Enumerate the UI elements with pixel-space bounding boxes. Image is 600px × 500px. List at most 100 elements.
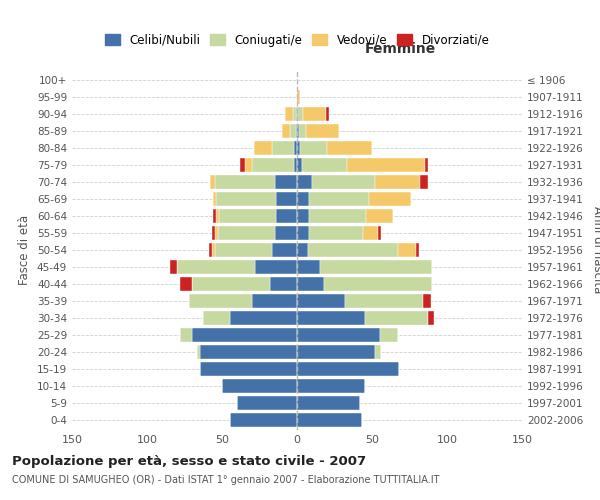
Bar	[189, 294, 252, 308]
Bar	[425, 158, 427, 172]
Bar	[285, 108, 293, 121]
Bar	[180, 277, 192, 291]
Bar	[229, 311, 297, 324]
Bar	[271, 243, 297, 257]
Bar	[297, 192, 309, 206]
Bar	[252, 294, 297, 308]
Bar	[375, 345, 381, 358]
Bar	[216, 209, 219, 223]
Bar	[297, 294, 345, 308]
Bar	[308, 243, 398, 257]
Bar	[271, 142, 294, 155]
Bar	[297, 243, 308, 257]
Bar	[300, 142, 327, 155]
Bar	[180, 328, 192, 342]
Bar	[297, 345, 375, 358]
Bar	[415, 243, 419, 257]
Bar	[378, 226, 381, 240]
Bar	[240, 158, 245, 172]
Bar	[297, 311, 365, 324]
Bar	[296, 108, 297, 121]
Bar	[369, 192, 411, 206]
Bar	[324, 277, 432, 291]
Bar	[427, 311, 433, 324]
Bar	[303, 108, 325, 121]
Bar	[177, 260, 255, 274]
Bar	[366, 209, 393, 223]
Bar	[297, 413, 361, 426]
Bar	[309, 226, 363, 240]
Bar	[297, 362, 399, 376]
Bar	[294, 158, 297, 172]
Bar	[297, 277, 324, 291]
Bar	[222, 379, 297, 392]
Bar	[213, 192, 216, 206]
Bar	[199, 362, 297, 376]
Bar	[309, 192, 369, 206]
Bar	[312, 176, 375, 189]
Bar	[229, 413, 297, 426]
Bar	[212, 226, 215, 240]
Bar	[365, 311, 427, 324]
Bar	[197, 345, 199, 358]
Bar	[199, 345, 297, 358]
Bar	[213, 209, 216, 223]
Bar	[219, 209, 276, 223]
Legend: Celibi/Nubili, Coniugati/e, Vedovi/e, Divorziati/e: Celibi/Nubili, Coniugati/e, Vedovi/e, Di…	[100, 29, 494, 52]
Bar	[297, 142, 300, 155]
Bar	[255, 260, 297, 274]
Bar	[297, 328, 380, 342]
Bar	[375, 176, 420, 189]
Bar	[297, 379, 365, 392]
Bar	[170, 260, 177, 274]
Bar	[210, 176, 215, 189]
Bar	[345, 294, 423, 308]
Y-axis label: Anni di nascita: Anni di nascita	[590, 206, 600, 294]
Bar	[215, 226, 218, 240]
Bar	[297, 158, 302, 172]
Text: Popolazione per età, sesso e stato civile - 2007: Popolazione per età, sesso e stato civil…	[12, 455, 366, 468]
Bar	[275, 176, 297, 189]
Bar	[297, 396, 360, 409]
Bar	[192, 328, 297, 342]
Bar	[297, 176, 312, 189]
Bar	[282, 124, 290, 138]
Bar	[215, 176, 275, 189]
Bar	[363, 226, 378, 240]
Bar	[296, 124, 297, 138]
Bar	[297, 260, 320, 274]
Text: Femmine: Femmine	[365, 42, 436, 56]
Bar	[347, 158, 425, 172]
Bar	[276, 192, 297, 206]
Bar	[327, 142, 372, 155]
Bar	[209, 243, 212, 257]
Bar	[398, 243, 415, 257]
Bar	[245, 158, 252, 172]
Bar	[306, 124, 339, 138]
Bar	[290, 124, 296, 138]
Bar	[297, 90, 300, 104]
Bar	[275, 226, 297, 240]
Y-axis label: Fasce di età: Fasce di età	[19, 215, 31, 285]
Bar	[309, 209, 366, 223]
Bar	[297, 124, 299, 138]
Bar	[276, 209, 297, 223]
Bar	[212, 243, 215, 257]
Bar	[254, 142, 271, 155]
Bar	[302, 158, 347, 172]
Text: COMUNE DI SAMUGHEO (OR) - Dati ISTAT 1° gennaio 2007 - Elaborazione TUTTITALIA.I: COMUNE DI SAMUGHEO (OR) - Dati ISTAT 1° …	[12, 475, 439, 485]
Bar	[294, 142, 297, 155]
Bar	[218, 226, 275, 240]
Bar	[299, 124, 306, 138]
Bar	[423, 294, 431, 308]
Bar	[293, 108, 296, 121]
Bar	[270, 277, 297, 291]
Bar	[297, 108, 303, 121]
Bar	[380, 328, 398, 342]
Bar	[237, 396, 297, 409]
Bar	[320, 260, 432, 274]
Bar	[216, 192, 276, 206]
Bar	[203, 311, 229, 324]
Bar	[192, 277, 270, 291]
Bar	[297, 226, 309, 240]
